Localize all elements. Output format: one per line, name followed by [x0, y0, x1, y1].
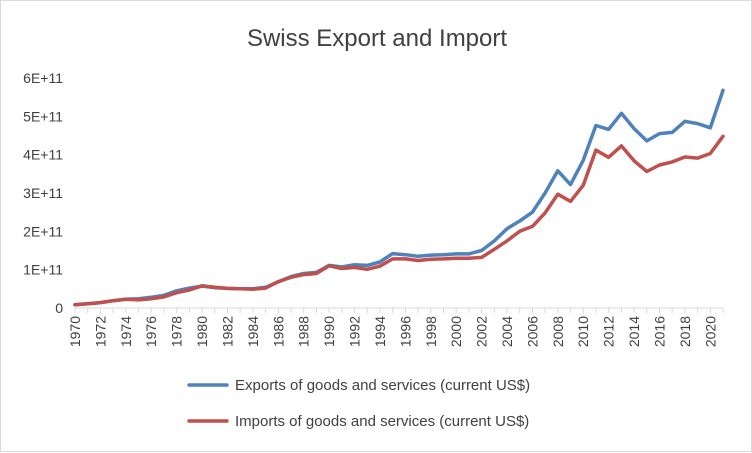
x-tick-label: 1970: [67, 316, 83, 347]
x-tick-label: 2018: [677, 316, 693, 347]
x-axis: 1970 1972 1974 1976 1978 1980 1982 1984 1986 1988…: [67, 307, 724, 347]
imports-series-line: [73, 134, 725, 307]
x-tick-label: 2008: [550, 316, 566, 347]
legend-label: Imports of goods and services (current U…: [235, 413, 529, 430]
x-tick-label: 2006: [524, 316, 540, 347]
x-tick-label: 1972: [92, 316, 108, 347]
x-tick-label: 2012: [601, 316, 617, 347]
x-tick-label: 1994: [372, 316, 388, 347]
x-tick-label: 2004: [499, 316, 515, 347]
x-tick-label: 1974: [118, 316, 134, 347]
y-tick-label: 1E+11: [23, 262, 63, 278]
y-axis: 0 1E+11 2E+11 3E+11 4E+11 5E+11 6E+11: [23, 70, 63, 316]
y-tick-label: 5E+11: [23, 108, 63, 124]
x-tick-label: 1980: [194, 316, 210, 347]
plot-series: [73, 88, 725, 307]
x-tick-label: 1992: [347, 316, 363, 347]
x-tick-label: 1988: [296, 316, 312, 347]
x-tick-label: 1982: [219, 316, 235, 347]
x-tick-label: 1978: [169, 316, 185, 347]
y-tick-label: 6E+11: [23, 70, 63, 86]
exports-series-line: [73, 88, 725, 307]
x-tick-label: 2000: [448, 316, 464, 347]
x-tick-label: 2020: [702, 316, 718, 347]
x-tick-label: 2010: [575, 316, 591, 347]
x-tick-label: 1984: [245, 316, 261, 347]
legend-label: Exports of goods and services (current U…: [235, 377, 530, 394]
x-tick-label: 1998: [423, 316, 439, 347]
y-tick-label: 0: [55, 300, 63, 316]
x-tick-label: 1996: [397, 316, 413, 347]
y-tick-label: 2E+11: [23, 223, 63, 239]
x-tick-label: 1986: [270, 316, 286, 347]
x-tick-label: 2002: [474, 316, 490, 347]
x-tick-label: 2016: [651, 316, 667, 347]
y-tick-label: 4E+11: [23, 147, 63, 163]
y-tick-label: 3E+11: [23, 185, 63, 201]
x-tick-label: 2014: [626, 316, 642, 347]
legend: Exports of goods and services (current U…: [187, 377, 530, 430]
x-tick-label: 1976: [143, 316, 159, 347]
x-tick-label: 1990: [321, 316, 337, 347]
chart-title: Swiss Export and Import: [247, 25, 507, 52]
